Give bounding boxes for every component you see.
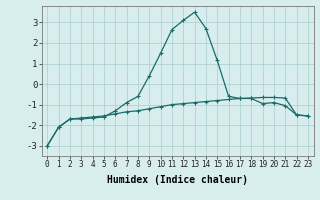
X-axis label: Humidex (Indice chaleur): Humidex (Indice chaleur) xyxy=(107,175,248,185)
